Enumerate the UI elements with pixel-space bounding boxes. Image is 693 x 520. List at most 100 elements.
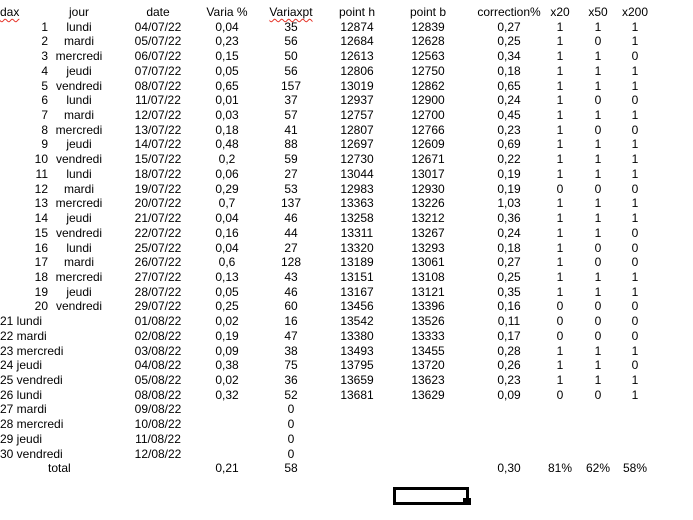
cell-num[interactable]: 6 bbox=[41, 93, 48, 108]
cell-point_b[interactable]: 13720 bbox=[411, 358, 445, 373]
cell-correction[interactable]: 0,28 bbox=[497, 343, 521, 358]
cell-varia[interactable]: 0,05 bbox=[215, 284, 239, 299]
cell-jour[interactable]: jeudi bbox=[66, 284, 92, 299]
cell-num-jour[interactable]: 23 mercredi bbox=[0, 343, 64, 358]
cell-variaxpt[interactable]: 0 bbox=[287, 446, 295, 461]
cell-x200[interactable]: 0 bbox=[631, 328, 639, 343]
cell-num-jour[interactable]: 22 mardi bbox=[0, 328, 47, 343]
cell-x200[interactable]: 1 bbox=[631, 269, 639, 284]
cell-varia[interactable]: 0,18 bbox=[215, 122, 239, 137]
cell-date[interactable]: 20/07/22 bbox=[134, 196, 182, 211]
cell-variaxpt[interactable]: 16 bbox=[284, 314, 298, 329]
cell-varia[interactable] bbox=[206, 432, 248, 447]
cell-varia[interactable] bbox=[206, 402, 248, 417]
cell-num[interactable]: 16 bbox=[34, 240, 48, 255]
cell-variaxpt[interactable]: 44 bbox=[284, 225, 298, 240]
cell-x20[interactable]: 1 bbox=[556, 196, 564, 211]
cell-x200[interactable]: 1 bbox=[631, 343, 639, 358]
cell-x200[interactable]: 1 bbox=[631, 284, 639, 299]
cell-variaxpt[interactable]: 137 bbox=[280, 196, 302, 211]
cell-date[interactable]: 25/07/22 bbox=[134, 240, 182, 255]
header-x20[interactable]: x20 bbox=[542, 5, 578, 20]
cell-varia[interactable]: 0,13 bbox=[215, 269, 239, 284]
cell-jour[interactable]: vendredi bbox=[55, 299, 103, 314]
cell-jour[interactable]: lundi bbox=[66, 19, 92, 34]
cell-variaxpt[interactable]: 56 bbox=[284, 63, 298, 78]
cell-variaxpt[interactable]: 27 bbox=[284, 240, 298, 255]
cell-point_h[interactable] bbox=[334, 402, 380, 417]
cell-num[interactable]: 18 bbox=[34, 269, 48, 284]
cell-point_b[interactable]: 13526 bbox=[411, 314, 445, 329]
cell-correction[interactable]: 0,17 bbox=[497, 328, 521, 343]
cell-date[interactable]: 04/07/22 bbox=[134, 19, 182, 34]
cell-jour[interactable]: mercredi bbox=[55, 196, 103, 211]
cell-x200[interactable]: 0 bbox=[631, 181, 639, 196]
cell-point_h[interactable]: 13681 bbox=[340, 387, 374, 402]
cell-num[interactable]: 11 bbox=[35, 166, 48, 181]
total-x50[interactable]: 62% bbox=[585, 461, 611, 476]
cell-varia[interactable]: 0,16 bbox=[215, 225, 239, 240]
cell-varia[interactable]: 0,29 bbox=[215, 181, 239, 196]
cell-x20[interactable]: 1 bbox=[556, 78, 564, 93]
cell-point_b[interactable]: 12930 bbox=[411, 181, 445, 196]
cell-point_b[interactable]: 12563 bbox=[411, 49, 445, 64]
cell-correction[interactable]: 0,27 bbox=[497, 255, 521, 270]
cell-date[interactable]: 26/07/22 bbox=[134, 255, 182, 270]
selected-cell[interactable] bbox=[393, 487, 471, 505]
cell-variaxpt[interactable]: 27 bbox=[284, 166, 298, 181]
cell-x20[interactable]: 1 bbox=[556, 211, 564, 226]
cell-point_b[interactable]: 12766 bbox=[411, 122, 445, 137]
cell-point_b[interactable]: 13396 bbox=[411, 299, 445, 314]
cell-empty[interactable] bbox=[380, 461, 476, 476]
cell-point_b[interactable]: 12609 bbox=[411, 137, 445, 152]
cell-x200[interactable]: 1 bbox=[631, 108, 639, 123]
cell-num[interactable]: 2 bbox=[41, 34, 48, 49]
cell-point_b[interactable]: 13629 bbox=[411, 387, 445, 402]
cell-varia[interactable] bbox=[206, 417, 248, 432]
cell-x200[interactable]: 0 bbox=[631, 49, 639, 64]
cell-num[interactable]: 14 bbox=[34, 211, 48, 226]
cell-x50[interactable]: 1 bbox=[594, 152, 602, 167]
cell-point_h[interactable]: 12807 bbox=[340, 122, 374, 137]
cell-num[interactable]: 17 bbox=[34, 255, 48, 270]
cell-variaxpt[interactable]: 59 bbox=[284, 152, 298, 167]
cell-x50[interactable]: 1 bbox=[594, 284, 602, 299]
cell-variaxpt[interactable]: 35 bbox=[284, 19, 298, 34]
header-date[interactable]: date bbox=[110, 5, 206, 20]
cell-point_b[interactable]: 12839 bbox=[411, 19, 445, 34]
cell-point_h[interactable]: 12983 bbox=[340, 181, 374, 196]
cell-varia[interactable]: 0,03 bbox=[215, 108, 239, 123]
cell-x20[interactable] bbox=[542, 447, 578, 462]
cell-x20[interactable]: 0 bbox=[556, 181, 564, 196]
cell-variaxpt[interactable]: 0 bbox=[287, 417, 295, 432]
cell-x20[interactable]: 1 bbox=[556, 358, 564, 373]
cell-correction[interactable]: 0,22 bbox=[497, 152, 521, 167]
cell-jour[interactable]: lundi bbox=[66, 166, 92, 181]
cell-correction[interactable]: 0,23 bbox=[497, 122, 521, 137]
header-correction[interactable]: correction% bbox=[476, 5, 542, 20]
cell-x20[interactable] bbox=[542, 417, 578, 432]
cell-x20[interactable]: 1 bbox=[556, 122, 564, 137]
cell-variaxpt[interactable]: 60 bbox=[284, 299, 298, 314]
cell-x200[interactable]: 1 bbox=[631, 78, 639, 93]
cell-num-jour[interactable]: 27 mardi bbox=[0, 402, 47, 417]
cell-x200[interactable]: 1 bbox=[631, 152, 639, 167]
cell-point_b[interactable]: 13212 bbox=[411, 211, 445, 226]
cell-num[interactable]: 9 bbox=[41, 137, 48, 152]
cell-jour[interactable]: vendredi bbox=[55, 78, 103, 93]
cell-varia[interactable]: 0,23 bbox=[215, 34, 239, 49]
cell-jour[interactable]: mardi bbox=[63, 181, 94, 196]
cell-x200[interactable]: 0 bbox=[631, 122, 639, 137]
cell-x20[interactable] bbox=[542, 432, 578, 447]
cell-x20[interactable]: 1 bbox=[556, 255, 564, 270]
cell-x50[interactable]: 0 bbox=[594, 240, 602, 255]
cell-jour[interactable]: lundi bbox=[66, 240, 92, 255]
cell-variaxpt[interactable]: 88 bbox=[284, 137, 298, 152]
cell-correction[interactable]: 0,24 bbox=[497, 93, 521, 108]
cell-x20[interactable] bbox=[542, 402, 578, 417]
cell-jour[interactable]: mardi bbox=[63, 34, 94, 49]
cell-date[interactable]: 21/07/22 bbox=[134, 211, 182, 226]
cell-point_h[interactable]: 13493 bbox=[340, 343, 374, 358]
cell-varia[interactable]: 0,01 bbox=[215, 93, 239, 108]
cell-point_h[interactable]: 12613 bbox=[340, 49, 374, 64]
